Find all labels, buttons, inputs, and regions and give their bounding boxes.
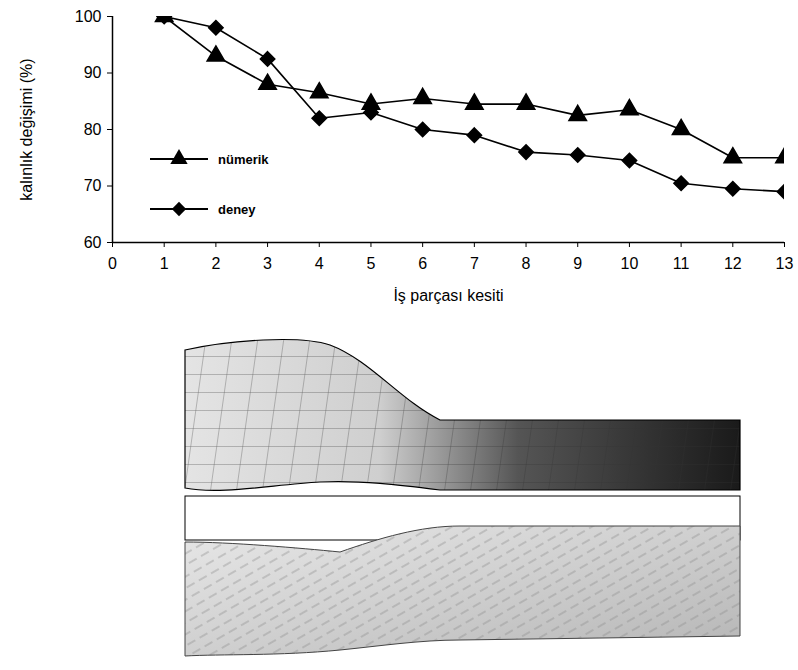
html-text:nümerik: nümerik: [218, 151, 269, 167]
svg-text:60: 60: [84, 234, 102, 251]
svg-text:10: 10: [621, 255, 639, 272]
svg-text:90: 90: [84, 64, 102, 81]
svg-text:11: 11: [673, 255, 690, 272]
svg-text:kalınlık değişimi (%): kalınlık değişimi (%): [18, 58, 35, 200]
svg-text:13: 13: [776, 255, 794, 272]
svg-text:2: 2: [211, 255, 220, 272]
svg-text:3: 3: [263, 255, 272, 272]
svg-text:8: 8: [522, 255, 531, 272]
svg-text:6: 6: [418, 255, 427, 272]
svg-text:5: 5: [367, 255, 376, 272]
html-text:deney: deney: [218, 201, 256, 217]
svg-text:0: 0: [108, 255, 117, 272]
svg-text:9: 9: [573, 255, 582, 272]
svg-text:7: 7: [470, 255, 479, 272]
svg-text:1: 1: [160, 255, 169, 272]
svg-text:100: 100: [75, 8, 102, 25]
svg-text:4: 4: [315, 255, 324, 272]
svg-text:İş parçası kesiti: İş parçası kesiti: [393, 286, 503, 304]
svg-text:80: 80: [84, 121, 102, 138]
svg-text:70: 70: [84, 177, 102, 194]
svg-text:12: 12: [724, 255, 742, 272]
